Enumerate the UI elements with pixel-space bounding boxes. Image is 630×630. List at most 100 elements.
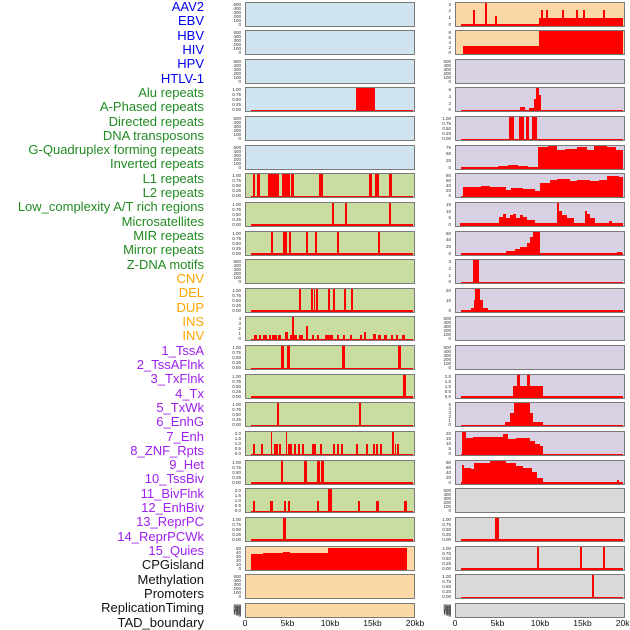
signal-bar (526, 243, 530, 255)
signal-bar (285, 331, 288, 341)
signal-bar (283, 517, 286, 541)
signal-bar (506, 190, 512, 198)
y-tick-label: 100 (443, 361, 451, 367)
y-tick-label: 0.00 (232, 479, 241, 485)
signal-bar (538, 147, 549, 169)
signal-bar (271, 231, 274, 255)
signal-bar (262, 553, 283, 570)
track-label-hbv: HBV (177, 27, 204, 43)
y-tick-label: 300 (443, 66, 451, 72)
signal-bar (375, 174, 379, 198)
y-tick-label: 1 (448, 272, 451, 278)
y-tick-label: 4 (238, 316, 241, 322)
signal-bar (523, 189, 535, 198)
y-tick-label: 10 (445, 208, 451, 214)
signal-bar (466, 437, 473, 456)
y-axis-ticks-10-tssbiv: 500 400 300 200 100 0 (405, 316, 453, 341)
y-tick-label: 1.00 (232, 402, 241, 408)
y-tick-label: 400 (443, 349, 451, 355)
y-axis-ticks-cnv: 50 40 30 20 10 0 (195, 546, 243, 571)
signal-baseline (251, 396, 414, 398)
y-tick-label: 500 (233, 30, 241, 36)
y-axis-ticks-z-dna-motifs: 1.00 0.75 0.50 0.25 0.00 (195, 517, 243, 542)
panel-10-tssbiv (455, 316, 625, 342)
y-tick-label: 0 (238, 164, 241, 170)
signal-bar (474, 463, 490, 484)
x-tick-label: 0 (242, 618, 248, 628)
y-tick-label: 1 (448, 418, 451, 424)
signal-baseline (251, 482, 414, 484)
signal-bar (299, 288, 302, 312)
signal-bar (305, 231, 308, 255)
y-tick-label: 100 (443, 504, 451, 510)
signal-bar (349, 334, 352, 341)
y-tick-label: 0 (448, 21, 451, 27)
y-tick-label: 0.00 (232, 221, 241, 227)
y-tick-label: 1.00 (232, 201, 241, 207)
signal-bar (545, 10, 548, 26)
panel-htlv-1 (245, 144, 415, 170)
signal-bar (603, 546, 605, 570)
panel-g-quadruplex-forming-repeats (245, 287, 415, 313)
y-tick-label: 10 (445, 297, 451, 303)
y-tick-label: 400 (443, 492, 451, 498)
track-label-cnv: CNV (176, 271, 204, 287)
signal-bar (351, 288, 354, 312)
signal-bar (461, 432, 467, 456)
track-label-12-enhbiv: 12_EnhBiv (141, 500, 204, 516)
signal-bar (539, 31, 624, 55)
y-axis-ticks-g-quadruplex-forming-repeats: 1.00 0.75 0.50 0.25 0.00 (195, 288, 243, 313)
signal-bar (602, 10, 605, 26)
panel-3-txflnk (455, 116, 625, 142)
signal-bar (487, 167, 498, 169)
y-tick-label: 300 (233, 152, 241, 158)
y-tick-label: 0.50 (232, 97, 241, 103)
signal-bar (363, 331, 366, 341)
y-tick-label: 1.0 (234, 498, 241, 504)
signal-bar (505, 421, 510, 427)
y-tick-label: 75 (445, 144, 451, 150)
y-tick-label: 300 (443, 353, 451, 359)
y-tick-label: 300 (233, 9, 241, 15)
y-axis-ticks-l1-repeats: 1.00 0.75 0.50 0.25 0.00 (195, 345, 243, 370)
y-tick-label: 1.0 (234, 441, 241, 447)
track-label-tad-boundary: TAD_boundary (117, 614, 204, 630)
signal-bar (550, 252, 554, 255)
y-tick-label: 15 (445, 201, 451, 207)
y-axis-ticks-14-reprpcwk: 20 15 10 5 0 (405, 431, 453, 456)
signal-bar (516, 374, 521, 398)
signal-bar (519, 247, 527, 255)
signal-baseline (251, 539, 414, 541)
signal-bar (498, 165, 509, 169)
y-tick-label: 0.25 (442, 131, 451, 137)
y-tick-label: 0.25 (442, 560, 451, 566)
panel-11-bivflnk (455, 345, 625, 371)
y-tick-label: 2 (448, 265, 451, 271)
panel-alu-repeats (245, 173, 415, 199)
y-tick-label: 0.75 (232, 235, 241, 241)
signal-bar (506, 463, 517, 484)
panel-15-quies (455, 459, 625, 485)
signal-bar (395, 334, 399, 341)
signal-bar (565, 148, 577, 169)
signal-bar (583, 10, 586, 26)
track-label-9-het: 9_Het (169, 457, 204, 473)
track-label-7-enh: 7_Enh (166, 428, 204, 444)
signal-bar (533, 98, 536, 112)
y-tick-label: 0.50 (232, 183, 241, 189)
signal-bar (315, 288, 318, 312)
y-tick-label: 0.25 (442, 531, 451, 537)
track-label-3-txflnk: 3_TxFlnk (150, 371, 204, 387)
signal-bar (576, 180, 591, 198)
signal-bar (281, 346, 284, 370)
panel-hpv (245, 116, 415, 142)
track-label-inverted-repeats: Inverted repeats (110, 156, 204, 172)
panel-dup (245, 602, 415, 618)
panel-7-enh (455, 230, 625, 256)
y-tick-label: 0.50 (442, 584, 451, 590)
y-tick-label: 0 (448, 479, 451, 485)
signal-bar (289, 553, 329, 570)
signal-bar (495, 517, 500, 541)
y-tick-label: 300 (233, 267, 241, 273)
y-tick-label: 100 (443, 332, 451, 338)
